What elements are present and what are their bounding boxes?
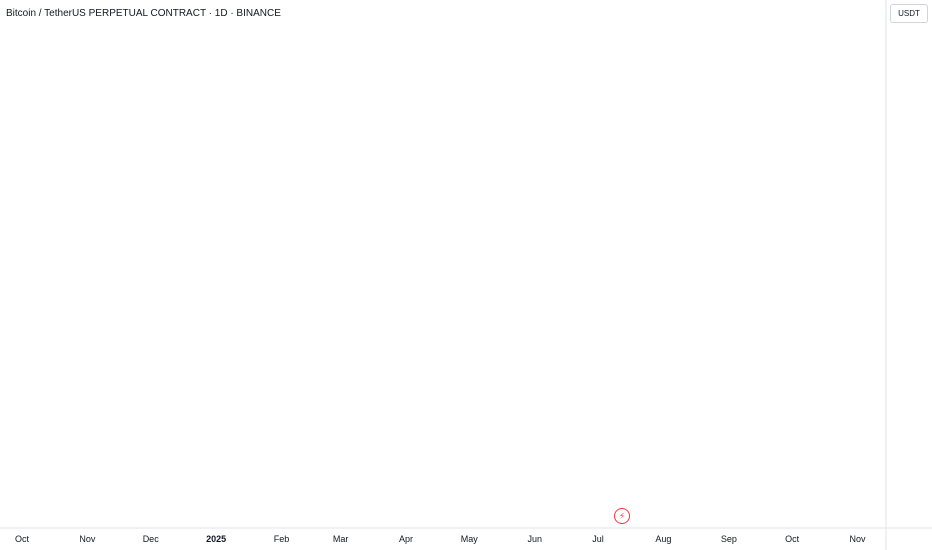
event-bolt-icon[interactable]: ⚡ xyxy=(614,508,630,524)
x-tick-label: Feb xyxy=(274,534,290,544)
x-tick-label: Oct xyxy=(15,534,30,544)
time-axis: Oct Nov Dec 2025 Feb Mar Apr May Jun Jul Aug Sep Oct… xyxy=(15,534,866,544)
x-tick-label: Jun xyxy=(527,534,542,544)
x-tick-label: Nov xyxy=(79,534,96,544)
x-tick-label: Jul xyxy=(592,534,604,544)
x-tick-label: Sep xyxy=(721,534,737,544)
x-tick-label: Aug xyxy=(655,534,671,544)
x-tick-label: May xyxy=(461,534,479,544)
x-tick-label: Oct xyxy=(785,534,800,544)
x-tick-label: Apr xyxy=(399,534,413,544)
x-tick-label: 2025 xyxy=(206,534,226,544)
x-tick-label: Dec xyxy=(143,534,160,544)
x-tick-label: Nov xyxy=(850,534,867,544)
x-tick-label: Mar xyxy=(333,534,349,544)
chart-title: Bitcoin / TetherUS PERPETUAL CONTRACT · … xyxy=(6,8,281,19)
unit-selector[interactable]: USDT xyxy=(890,4,928,23)
